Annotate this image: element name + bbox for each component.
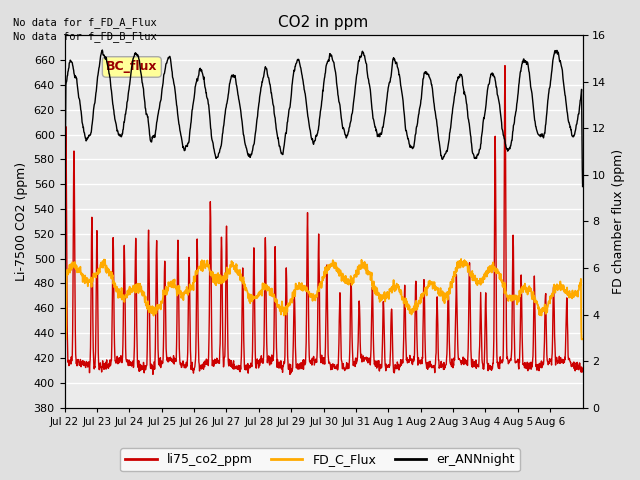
Text: No data for f_FD_A_Flux: No data for f_FD_A_Flux <box>13 17 157 28</box>
Text: No data for f_FD_B_Flux: No data for f_FD_B_Flux <box>13 31 157 42</box>
Y-axis label: FD chamber flux (ppm): FD chamber flux (ppm) <box>612 149 625 294</box>
Text: BC_flux: BC_flux <box>106 60 157 73</box>
Title: CO2 in ppm: CO2 in ppm <box>278 15 369 30</box>
Y-axis label: Li-7500 CO2 (ppm): Li-7500 CO2 (ppm) <box>15 162 28 281</box>
Legend: li75_co2_ppm, FD_C_Flux, er_ANNnight: li75_co2_ppm, FD_C_Flux, er_ANNnight <box>120 448 520 471</box>
